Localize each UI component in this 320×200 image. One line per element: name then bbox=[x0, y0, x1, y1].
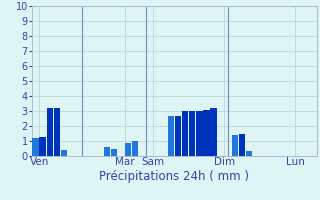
Bar bbox=[54, 108, 60, 156]
Bar bbox=[210, 108, 217, 156]
Bar bbox=[175, 116, 181, 156]
Bar bbox=[47, 108, 53, 156]
Bar bbox=[239, 134, 245, 156]
Bar bbox=[189, 111, 196, 156]
X-axis label: Précipitations 24h ( mm ): Précipitations 24h ( mm ) bbox=[100, 170, 249, 183]
Bar bbox=[125, 142, 131, 156]
Bar bbox=[168, 116, 174, 156]
Bar bbox=[111, 148, 117, 156]
Bar bbox=[39, 137, 46, 156]
Bar bbox=[196, 111, 203, 156]
Bar bbox=[61, 150, 67, 156]
Bar bbox=[104, 147, 110, 156]
Bar bbox=[246, 151, 252, 156]
Bar bbox=[32, 138, 39, 156]
Bar bbox=[232, 135, 238, 156]
Bar bbox=[182, 111, 188, 156]
Bar bbox=[203, 110, 210, 156]
Bar bbox=[132, 141, 139, 156]
